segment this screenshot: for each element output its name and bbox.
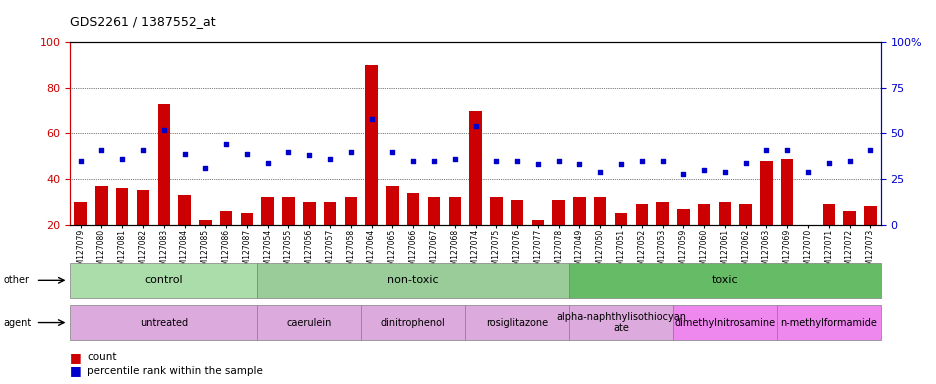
Bar bbox=[406, 193, 419, 270]
Bar bbox=[490, 197, 502, 270]
Bar bbox=[386, 186, 398, 270]
Bar bbox=[282, 197, 295, 270]
Text: count: count bbox=[87, 352, 116, 362]
Bar bbox=[365, 65, 377, 270]
Bar bbox=[739, 204, 751, 270]
Text: control: control bbox=[144, 275, 183, 285]
Text: GDS2261 / 1387552_at: GDS2261 / 1387552_at bbox=[70, 15, 215, 28]
Point bbox=[717, 169, 732, 175]
Point bbox=[177, 151, 192, 157]
Bar bbox=[199, 220, 212, 270]
Bar bbox=[448, 197, 461, 270]
Point bbox=[654, 158, 669, 164]
Point bbox=[156, 127, 171, 133]
Point bbox=[405, 158, 420, 164]
Point bbox=[385, 149, 400, 155]
Bar bbox=[863, 207, 876, 270]
Bar bbox=[178, 195, 191, 270]
Point bbox=[301, 152, 316, 159]
Point bbox=[489, 158, 504, 164]
Point bbox=[675, 170, 690, 177]
Bar bbox=[427, 197, 440, 270]
Bar bbox=[261, 197, 273, 270]
Text: toxic: toxic bbox=[710, 275, 738, 285]
Text: n-methylformamide: n-methylformamide bbox=[780, 318, 876, 328]
Text: ■: ■ bbox=[70, 351, 82, 364]
Bar bbox=[822, 204, 834, 270]
Bar bbox=[531, 220, 544, 270]
Bar bbox=[801, 225, 813, 270]
Point bbox=[446, 156, 461, 162]
Bar bbox=[116, 188, 128, 270]
Text: agent: agent bbox=[4, 318, 32, 328]
Bar bbox=[655, 202, 668, 270]
Bar bbox=[324, 202, 336, 270]
Point bbox=[197, 165, 212, 171]
Point bbox=[73, 158, 88, 164]
Point bbox=[779, 147, 794, 153]
Bar bbox=[469, 111, 481, 270]
Point bbox=[136, 147, 151, 153]
Text: caerulein: caerulein bbox=[286, 318, 331, 328]
Point bbox=[862, 147, 877, 153]
Bar bbox=[614, 213, 626, 270]
Point bbox=[281, 149, 296, 155]
Text: ■: ■ bbox=[70, 364, 82, 377]
Bar bbox=[635, 204, 648, 270]
Point bbox=[821, 160, 836, 166]
Text: alpha-naphthylisothiocyan
ate: alpha-naphthylisothiocyan ate bbox=[555, 312, 685, 333]
Bar bbox=[697, 204, 709, 270]
Point bbox=[426, 158, 441, 164]
Bar bbox=[241, 213, 253, 270]
Text: untreated: untreated bbox=[139, 318, 187, 328]
Bar bbox=[95, 186, 108, 270]
Bar bbox=[677, 209, 689, 270]
Bar bbox=[137, 190, 149, 270]
Point bbox=[260, 160, 275, 166]
Point bbox=[509, 158, 524, 164]
Point bbox=[592, 169, 607, 175]
Point bbox=[343, 149, 358, 155]
Point bbox=[467, 123, 482, 129]
Point bbox=[613, 161, 628, 167]
Point bbox=[695, 167, 710, 173]
Text: other: other bbox=[4, 275, 30, 285]
Text: dimethylnitrosamine: dimethylnitrosamine bbox=[674, 318, 775, 328]
Text: dinitrophenol: dinitrophenol bbox=[380, 318, 446, 328]
Bar bbox=[74, 202, 87, 270]
Text: non-toxic: non-toxic bbox=[387, 275, 439, 285]
Bar bbox=[593, 197, 606, 270]
Point bbox=[530, 161, 545, 167]
Point bbox=[240, 151, 255, 157]
Point bbox=[841, 158, 856, 164]
Bar bbox=[842, 211, 855, 270]
Point bbox=[758, 147, 773, 153]
Bar bbox=[573, 197, 585, 270]
Text: percentile rank within the sample: percentile rank within the sample bbox=[87, 366, 263, 376]
Point bbox=[94, 147, 109, 153]
Point bbox=[114, 156, 129, 162]
Point bbox=[738, 160, 753, 166]
Bar bbox=[781, 159, 793, 270]
Bar bbox=[552, 200, 564, 270]
Bar bbox=[157, 104, 169, 270]
Bar bbox=[302, 202, 315, 270]
Bar bbox=[718, 202, 730, 270]
Point bbox=[322, 156, 337, 162]
Point bbox=[218, 141, 233, 147]
Point bbox=[799, 169, 814, 175]
Point bbox=[634, 158, 649, 164]
Point bbox=[550, 158, 565, 164]
Text: rosiglitazone: rosiglitazone bbox=[486, 318, 548, 328]
Bar bbox=[220, 211, 232, 270]
Bar bbox=[759, 161, 772, 270]
Bar bbox=[344, 197, 357, 270]
Point bbox=[364, 116, 379, 122]
Bar bbox=[510, 200, 523, 270]
Point bbox=[571, 161, 586, 167]
